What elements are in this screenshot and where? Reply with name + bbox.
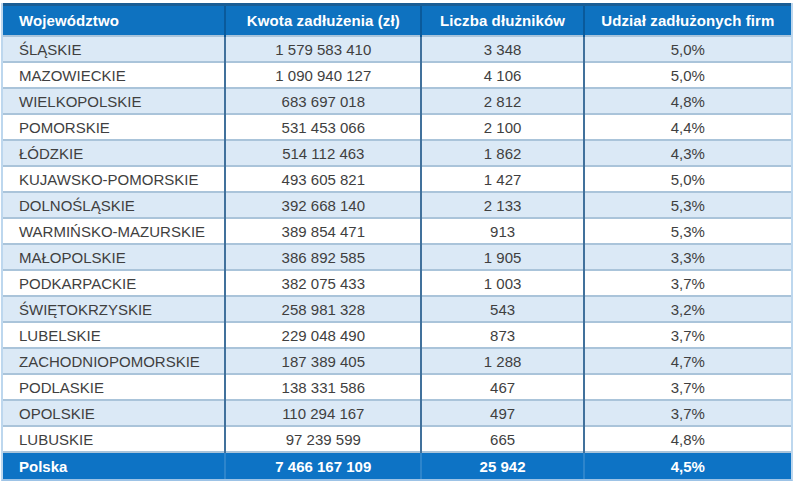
share-cell: 5,3% bbox=[584, 192, 791, 218]
share-cell: 4,4% bbox=[584, 114, 791, 140]
voivodeship-cell: WIELKOPOLSKIE bbox=[3, 88, 225, 114]
voivodeship-cell: ŚLĄSKIE bbox=[3, 36, 225, 62]
voivodeship-cell: PODKARPACKIE bbox=[3, 270, 225, 296]
debtor-count-cell: 3 348 bbox=[421, 36, 583, 62]
share-cell: 3,7% bbox=[584, 374, 791, 400]
table-row: MAŁOPOLSKIE386 892 5851 9053,3% bbox=[3, 244, 791, 270]
share-cell: 3,3% bbox=[584, 244, 791, 270]
table-row: PODKARPACKIE382 075 4331 0033,7% bbox=[3, 270, 791, 296]
debt-amount-cell: 187 389 405 bbox=[225, 348, 421, 374]
summary-row: Polska 7 466 167 109 25 942 4,5% bbox=[3, 452, 791, 479]
header-row: Województwo Kwota zadłużenia (zł) Liczba… bbox=[3, 5, 791, 37]
table-row: POMORSKIE531 453 0662 1004,4% bbox=[3, 114, 791, 140]
column-header-indebted-share: Udział zadłużonych firm bbox=[584, 5, 791, 37]
share-cell: 3,2% bbox=[584, 296, 791, 322]
table-body: ŚLĄSKIE1 579 583 4103 3485,0%MAZOWIECKIE… bbox=[3, 36, 791, 452]
summary-share-cell: 4,5% bbox=[584, 452, 791, 479]
column-header-voivodeship: Województwo bbox=[3, 5, 225, 37]
debtor-count-cell: 1 427 bbox=[421, 166, 583, 192]
debtor-count-cell: 1 905 bbox=[421, 244, 583, 270]
voivodeship-cell: ZACHODNIOPOMORSKIE bbox=[3, 348, 225, 374]
share-cell: 3,7% bbox=[584, 400, 791, 426]
debt-amount-cell: 1 090 940 127 bbox=[225, 62, 421, 88]
debt-amount-cell: 392 668 140 bbox=[225, 192, 421, 218]
voivodeship-cell: WARMIŃSKO-MAZURSKIE bbox=[3, 218, 225, 244]
voivodeship-cell: PODLASKIE bbox=[3, 374, 225, 400]
debtor-count-cell: 497 bbox=[421, 400, 583, 426]
share-cell: 3,7% bbox=[584, 270, 791, 296]
debtor-count-cell: 2 133 bbox=[421, 192, 583, 218]
debtor-count-cell: 467 bbox=[421, 374, 583, 400]
debt-amount-cell: 229 048 490 bbox=[225, 322, 421, 348]
share-cell: 5,0% bbox=[584, 62, 791, 88]
summary-debt-amount-cell: 7 466 167 109 bbox=[225, 452, 421, 479]
voivodeship-cell: LUBELSKIE bbox=[3, 322, 225, 348]
table-row: PODLASKIE138 331 5864673,7% bbox=[3, 374, 791, 400]
share-cell: 5,3% bbox=[584, 218, 791, 244]
voivodeship-cell: ŚWIĘTOKRZYSKIE bbox=[3, 296, 225, 322]
debt-by-voivodeship-table: Województwo Kwota zadłużenia (zł) Liczba… bbox=[1, 3, 793, 481]
debtor-count-cell: 1 862 bbox=[421, 140, 583, 166]
table-footer: Polska 7 466 167 109 25 942 4,5% bbox=[3, 452, 791, 479]
column-header-debtor-count: Liczba dłużników bbox=[421, 5, 583, 37]
debtor-count-cell: 1 288 bbox=[421, 348, 583, 374]
debt-amount-cell: 258 981 328 bbox=[225, 296, 421, 322]
table-row: KUJAWSKO-POMORSKIE493 605 8211 4275,0% bbox=[3, 166, 791, 192]
table-row: WIELKOPOLSKIE683 697 0182 8124,8% bbox=[3, 88, 791, 114]
debtor-count-cell: 543 bbox=[421, 296, 583, 322]
debtor-count-cell: 873 bbox=[421, 322, 583, 348]
debt-amount-cell: 531 453 066 bbox=[225, 114, 421, 140]
column-header-debt-amount: Kwota zadłużenia (zł) bbox=[225, 5, 421, 37]
table-header: Województwo Kwota zadłużenia (zł) Liczba… bbox=[3, 5, 791, 37]
debt-amount-cell: 138 331 586 bbox=[225, 374, 421, 400]
debt-amount-cell: 382 075 433 bbox=[225, 270, 421, 296]
debt-amount-cell: 389 854 471 bbox=[225, 218, 421, 244]
voivodeship-cell: DOLNOŚLĄSKIE bbox=[3, 192, 225, 218]
summary-debtor-count-cell: 25 942 bbox=[421, 452, 583, 479]
table-row: ZACHODNIOPOMORSKIE187 389 4051 2884,7% bbox=[3, 348, 791, 374]
debtor-count-cell: 4 106 bbox=[421, 62, 583, 88]
table-row: ŚWIĘTOKRZYSKIE258 981 3285433,2% bbox=[3, 296, 791, 322]
voivodeship-cell: MAZOWIECKIE bbox=[3, 62, 225, 88]
share-cell: 4,8% bbox=[584, 426, 791, 452]
debtor-count-cell: 1 003 bbox=[421, 270, 583, 296]
share-cell: 4,7% bbox=[584, 348, 791, 374]
share-cell: 5,0% bbox=[584, 36, 791, 62]
debt-amount-cell: 493 605 821 bbox=[225, 166, 421, 192]
share-cell: 3,7% bbox=[584, 322, 791, 348]
debt-amount-cell: 1 579 583 410 bbox=[225, 36, 421, 62]
voivodeship-cell: POMORSKIE bbox=[3, 114, 225, 140]
voivodeship-cell: MAŁOPOLSKIE bbox=[3, 244, 225, 270]
table-row: OPOLSKIE110 294 1674973,7% bbox=[3, 400, 791, 426]
debt-amount-cell: 97 239 599 bbox=[225, 426, 421, 452]
debtor-count-cell: 665 bbox=[421, 426, 583, 452]
table-row: MAZOWIECKIE1 090 940 1274 1065,0% bbox=[3, 62, 791, 88]
share-cell: 4,8% bbox=[584, 88, 791, 114]
share-cell: 4,3% bbox=[584, 140, 791, 166]
data-table: Województwo Kwota zadłużenia (zł) Liczba… bbox=[3, 3, 791, 479]
voivodeship-cell: LUBUSKIE bbox=[3, 426, 225, 452]
voivodeship-cell: OPOLSKIE bbox=[3, 400, 225, 426]
table-row: LUBUSKIE97 239 5996654,8% bbox=[3, 426, 791, 452]
debtor-count-cell: 2 812 bbox=[421, 88, 583, 114]
debtor-count-cell: 2 100 bbox=[421, 114, 583, 140]
debt-amount-cell: 386 892 585 bbox=[225, 244, 421, 270]
table-row: WARMIŃSKO-MAZURSKIE389 854 4719135,3% bbox=[3, 218, 791, 244]
debt-amount-cell: 683 697 018 bbox=[225, 88, 421, 114]
table-row: DOLNOŚLĄSKIE392 668 1402 1335,3% bbox=[3, 192, 791, 218]
debtor-count-cell: 913 bbox=[421, 218, 583, 244]
voivodeship-cell: ŁÓDZKIE bbox=[3, 140, 225, 166]
share-cell: 5,0% bbox=[584, 166, 791, 192]
table-row: ŚLĄSKIE1 579 583 4103 3485,0% bbox=[3, 36, 791, 62]
summary-label-cell: Polska bbox=[3, 452, 225, 479]
debt-amount-cell: 110 294 167 bbox=[225, 400, 421, 426]
table-row: ŁÓDZKIE514 112 4631 8624,3% bbox=[3, 140, 791, 166]
debt-amount-cell: 514 112 463 bbox=[225, 140, 421, 166]
table-row: LUBELSKIE229 048 4908733,7% bbox=[3, 322, 791, 348]
voivodeship-cell: KUJAWSKO-POMORSKIE bbox=[3, 166, 225, 192]
